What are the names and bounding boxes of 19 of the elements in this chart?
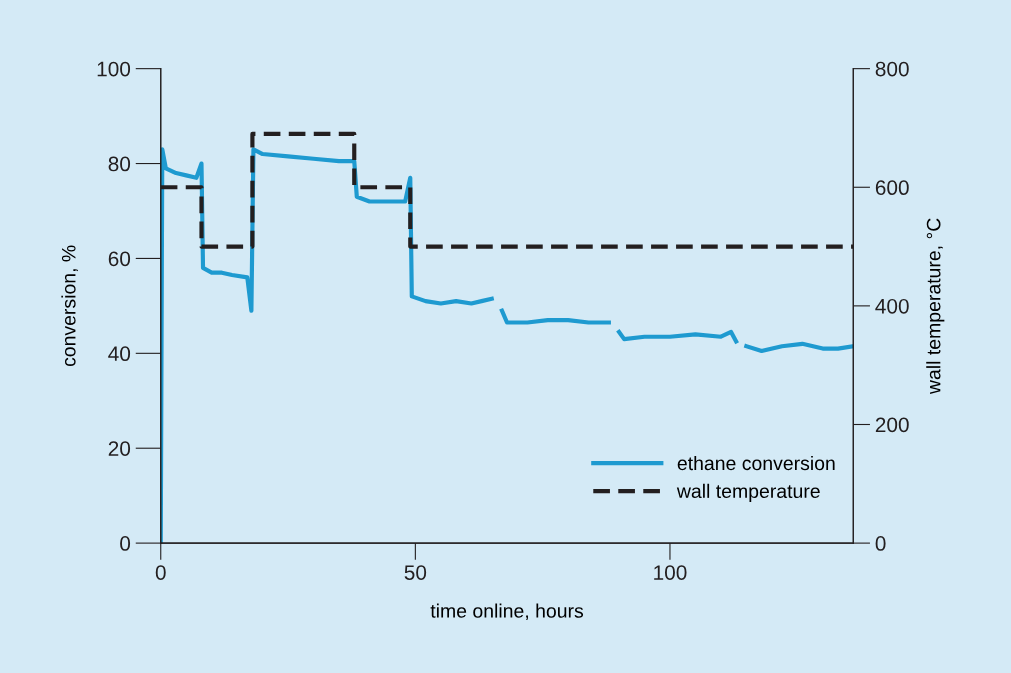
y-axis-title: conversion, % [61, 245, 78, 367]
y-tick-label: 20 [108, 441, 131, 456]
legend-label: wall temperature [676, 483, 820, 502]
x-tick-label: 0 [155, 565, 166, 580]
y2-tick-label: 0 [875, 536, 886, 551]
y-tick-label: 100 [97, 61, 131, 77]
y-tick-label: 80 [108, 156, 131, 172]
legend-label: ethane conversion [677, 455, 835, 471]
x-tick-label: 50 [404, 565, 427, 580]
y2-tick-label: 400 [875, 298, 909, 314]
y-tick-label: 40 [108, 346, 131, 362]
y-tick-label: 0 [120, 536, 131, 551]
y2-tick-label: 800 [875, 61, 909, 77]
y2-tick-label: 200 [875, 417, 909, 433]
x-axis-title: time online, hours [430, 603, 584, 621]
x-tick-label: 100 [654, 565, 687, 580]
y2-tick-label: 600 [875, 180, 909, 196]
y2-axis-title: wall temperature, °C [926, 218, 945, 395]
y-tick-label: 60 [108, 251, 131, 267]
